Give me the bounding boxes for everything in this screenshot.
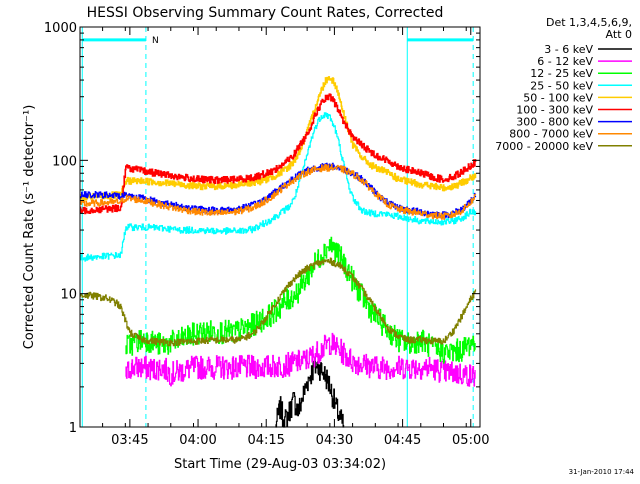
legend-title-line: Att 0 bbox=[606, 28, 632, 41]
legend-label: 6 - 12 keV bbox=[537, 55, 593, 68]
legend-title-line: Det 1,3,4,5,6,9, bbox=[546, 16, 632, 29]
x-tick-label: 04:45 bbox=[384, 433, 421, 448]
legend-label: 3 - 6 keV bbox=[544, 43, 593, 56]
series-lines bbox=[79, 76, 477, 428]
x-tick-label: 04:00 bbox=[179, 433, 216, 448]
x-tick-label: 05:00 bbox=[452, 433, 489, 448]
y-axis-label: Corrected Count Rate (s⁻¹ detector⁻¹) bbox=[22, 105, 37, 350]
series-line bbox=[79, 257, 477, 347]
plot-frame bbox=[79, 26, 481, 428]
flag-label: N bbox=[152, 36, 159, 46]
series-line bbox=[79, 93, 477, 215]
legend-label: 25 - 50 keV bbox=[530, 79, 593, 92]
x-axis: 03:45 04:00 04:15 04:30 04:45 05:00 bbox=[102, 27, 490, 448]
y-tick-label: 10 bbox=[60, 288, 77, 303]
legend-label: 300 - 800 keV bbox=[516, 116, 593, 129]
legend-label: 800 - 7000 keV bbox=[509, 128, 593, 141]
y-tick-label: 1000 bbox=[44, 21, 77, 36]
series-line bbox=[79, 163, 477, 220]
x-axis-label: Start Time (29-Aug-03 03:34:02) bbox=[174, 457, 386, 472]
legend-label: 7000 - 20000 keV bbox=[495, 140, 593, 153]
series-line bbox=[79, 112, 477, 262]
legend-label: 100 - 300 keV bbox=[516, 104, 593, 117]
legend-label: 50 - 100 keV bbox=[523, 91, 593, 104]
chart-title: HESSI Observing Summary Count Rates, Cor… bbox=[87, 5, 444, 21]
y-axis: 1 10 100 1000 bbox=[44, 21, 480, 436]
footer-date: 31-Jan-2010 17:44 bbox=[569, 468, 635, 476]
x-tick-label: 04:15 bbox=[247, 433, 284, 448]
x-tick-label: 04:30 bbox=[316, 433, 353, 448]
y-tick-label: 100 bbox=[52, 154, 77, 169]
series-line bbox=[125, 236, 476, 364]
legend-label: 12 - 25 keV bbox=[530, 67, 593, 80]
y-tick-label: 1 bbox=[69, 421, 77, 436]
series-line bbox=[125, 332, 476, 387]
series-line bbox=[79, 76, 477, 202]
x-tick-label: 03:45 bbox=[111, 433, 148, 448]
